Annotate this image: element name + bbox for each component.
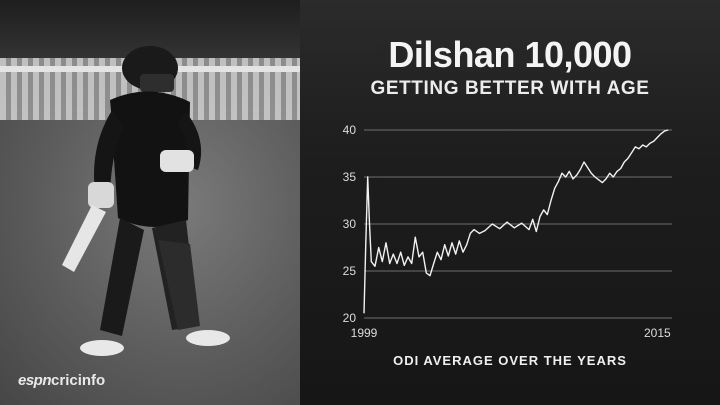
cricketer-silhouette (62, 46, 230, 356)
y-tick-label-20: 20 (343, 311, 357, 325)
chart-subtitle: GETTING BETTER WITH AGE (370, 78, 650, 99)
x-axis-label: ODI AVERAGE OVER THE YEARS (393, 353, 627, 368)
chart-panel (300, 0, 720, 405)
y-tick-label-30: 30 (343, 217, 357, 231)
y-tick-label-25: 25 (343, 264, 357, 278)
chart-title: Dilshan 10,000 (388, 34, 632, 75)
series-line-0 (363, 129, 669, 314)
y-tick-label-40: 40 (343, 123, 357, 137)
espncricinfo-logo: espncricinfo (18, 372, 106, 389)
x-tick-label-2015: 2015 (644, 326, 671, 340)
player-photo: espncricinfo (0, 0, 300, 405)
x-tick-label-1999: 1999 (351, 326, 378, 340)
y-tick-label-35: 35 (343, 170, 357, 184)
